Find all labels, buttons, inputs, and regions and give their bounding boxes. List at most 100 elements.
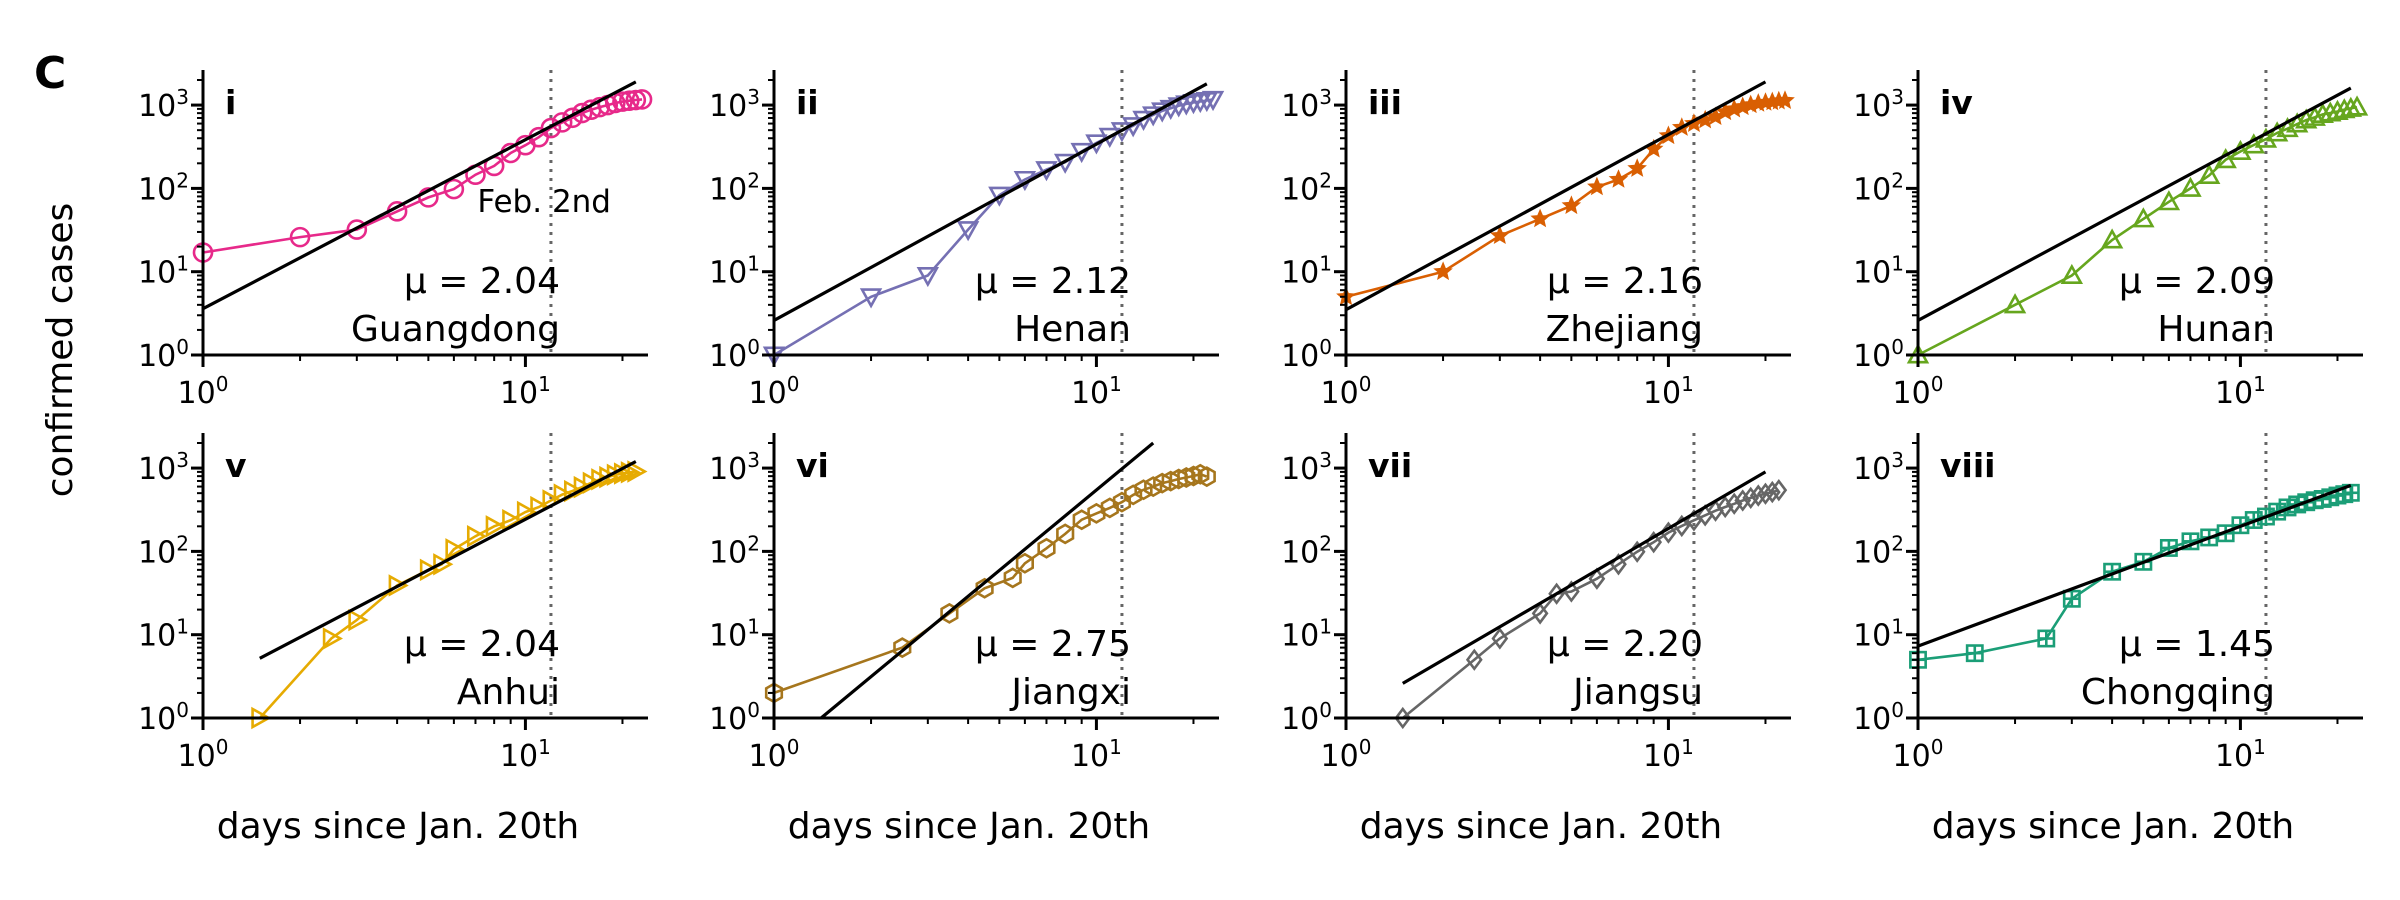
data-point	[466, 525, 488, 548]
data-point	[2295, 108, 2318, 129]
data-point	[1085, 134, 1108, 155]
y-tick-label: 100	[138, 698, 189, 737]
data-point	[1037, 537, 1056, 559]
x-tick-label: 101	[1071, 372, 1122, 411]
panel-label: viii	[1940, 446, 1995, 485]
data-point	[2326, 99, 2349, 120]
plot-area	[764, 433, 1216, 720]
data-point	[940, 602, 959, 624]
data-point	[2132, 207, 2155, 228]
y-tick-label: 101	[709, 252, 760, 291]
data-point	[2197, 163, 2221, 184]
data-point	[1749, 484, 1767, 507]
x-axis-title: days since Jan. 20th	[217, 806, 580, 847]
data-point	[1015, 552, 1034, 574]
data-point	[2341, 483, 2360, 502]
data-point	[1201, 90, 1225, 112]
data-point	[443, 178, 465, 200]
data-point	[1465, 648, 1483, 671]
data-point	[1197, 466, 1216, 488]
data-point	[419, 558, 441, 582]
panel-i: 100 101 102 103 100 101 i μ = 2.04 Guangdong Feb.…	[138, 70, 653, 411]
data-point	[859, 288, 883, 309]
panel-label: iv	[1940, 83, 1973, 122]
y-tick-label: 103	[1853, 448, 1904, 487]
plot-area	[1909, 433, 2360, 718]
data-point	[2345, 95, 2369, 116]
y-tick-label: 102	[1853, 168, 1904, 207]
data-point	[1627, 158, 1647, 177]
panel-label: v	[225, 446, 247, 485]
y-axis-title: confirmed cases	[40, 203, 81, 498]
y-tick-label: 102	[709, 168, 760, 207]
panel-label: vii	[1368, 446, 1412, 485]
x-tick-label: 100	[1321, 735, 1372, 774]
data-point	[1561, 195, 1582, 215]
y-tick-label: 103	[709, 448, 760, 487]
data-point	[348, 608, 369, 632]
data-point	[619, 90, 640, 111]
x-tick-label: 100	[178, 372, 229, 411]
y-tick-label: 102	[1281, 531, 1332, 570]
data-point	[1965, 644, 1984, 663]
y-tick-label: 103	[1281, 85, 1332, 124]
series-line	[258, 470, 636, 719]
series-line	[202, 98, 643, 254]
y-tick-label: 100	[709, 335, 760, 374]
y-tick-label: 102	[138, 168, 189, 207]
mu-label: μ = 2.16	[1547, 261, 1703, 302]
data-point	[1134, 479, 1153, 501]
data-point	[485, 515, 506, 538]
series-markers	[251, 460, 648, 730]
data-point	[1124, 484, 1143, 506]
data-point	[1087, 502, 1106, 524]
data-point	[2100, 228, 2124, 249]
region-label: Zhejiang	[1546, 309, 1703, 350]
y-tick-label: 101	[138, 615, 189, 654]
series-markers	[1394, 479, 1788, 730]
series-markers	[192, 89, 653, 263]
region-label: Anhui	[457, 672, 560, 713]
data-point	[540, 117, 562, 139]
series-line	[773, 98, 1214, 357]
y-tick-label: 101	[1853, 615, 1904, 654]
plot-area	[1394, 433, 1788, 730]
y-tick-label: 100	[1853, 335, 1904, 374]
data-point	[1531, 602, 1549, 625]
panel-iv: 100 101 102 103 100 101 iv μ = 2.09 Hunan	[1853, 70, 2369, 411]
data-point	[1394, 706, 1412, 730]
data-point	[1770, 479, 1788, 502]
data-point	[1757, 482, 1774, 505]
data-point	[502, 508, 523, 532]
panels-group: 100 101 102 103 100 101 i μ = 2.04 Guangdong Feb.…	[138, 70, 2369, 847]
data-point	[562, 107, 583, 129]
data-point	[620, 461, 641, 484]
x-tick-label: 100	[1321, 372, 1372, 411]
y-tick-label: 102	[709, 531, 760, 570]
data-point	[1100, 497, 1119, 519]
x-axis-title: days since Jan. 20th	[1360, 806, 1723, 847]
data-point	[1716, 495, 1734, 519]
data-point	[956, 221, 980, 242]
region-label: Jiangsu	[1571, 672, 1703, 713]
data-point	[551, 112, 573, 133]
y-tick-label: 101	[709, 615, 760, 654]
date-annotation: Feb. 2nd	[477, 184, 611, 220]
y-tick-label: 103	[1853, 85, 1904, 124]
fit-line	[202, 80, 637, 311]
data-point	[2303, 105, 2326, 126]
data-point	[612, 91, 633, 112]
data-point	[1763, 480, 1781, 504]
data-point	[916, 267, 940, 288]
mu-label: μ = 2.12	[975, 261, 1131, 302]
plot-area	[192, 70, 653, 355]
y-tick-label: 101	[138, 252, 189, 291]
y-tick-label: 100	[1281, 698, 1332, 737]
panel-vi: 100 101 102 103 100 101 vi μ = 2.75 Jiangxi days …	[709, 433, 1219, 847]
y-tick-label: 101	[1853, 252, 1904, 291]
y-tick-label: 103	[138, 448, 189, 487]
figure-panel-letter: C	[34, 48, 66, 99]
data-point	[2319, 101, 2342, 122]
y-tick-label: 102	[1853, 531, 1904, 570]
y-tick-label: 101	[1281, 252, 1332, 291]
